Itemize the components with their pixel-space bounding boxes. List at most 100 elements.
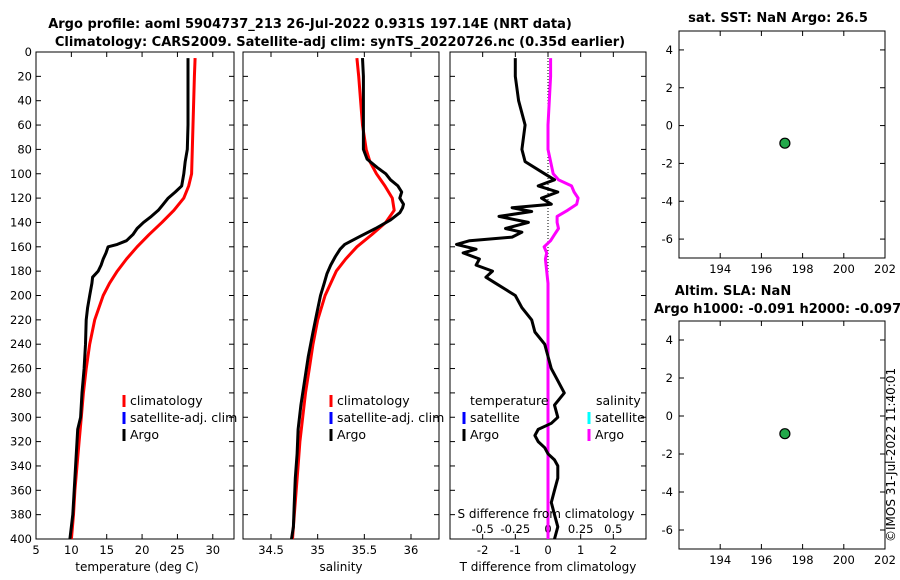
sla-panel-title-line1: Altim. SLA: NaN xyxy=(675,284,791,299)
sst-panel: -6 -4 -2 0 2 4 194 196 198 200 202 xyxy=(662,30,896,276)
y-tick-label: 40 xyxy=(17,94,32,108)
s-axis-tick-label: -0.5 xyxy=(471,522,493,536)
plot-frame xyxy=(35,51,235,540)
x-tick-label: 20 xyxy=(135,543,150,557)
y-tick-label: 200 xyxy=(10,289,32,303)
x-tick-label: -1 xyxy=(510,543,521,557)
x-tick-label: 2 xyxy=(610,543,617,557)
y-tick-label: 380 xyxy=(10,508,32,522)
x-tick-label: 198 xyxy=(792,553,814,567)
figure-title-line2: Climatology: CARS2009. Satellite-adj cli… xyxy=(55,35,625,50)
legend-argo-label: Argo xyxy=(337,427,366,442)
legend-satellite-label: satellite-adj. clim xyxy=(337,410,444,425)
y-tick-label: 400 xyxy=(10,532,32,546)
plot-frame xyxy=(678,30,886,259)
climatology-line xyxy=(69,58,197,540)
x-tick-label: 202 xyxy=(874,262,896,276)
salinity-panel: 34.5 35 35.5 36 xyxy=(242,51,440,557)
y-tick-label: 2 xyxy=(666,81,673,95)
y-tick-label: -6 xyxy=(662,523,673,537)
y-tick-label: 20 xyxy=(17,69,32,83)
x-tick-label: 5 xyxy=(32,543,39,557)
argo-line xyxy=(290,58,405,540)
x-tick-label: 200 xyxy=(833,262,855,276)
legend-salinity-title: salinity xyxy=(596,393,641,408)
y-tick-label: 160 xyxy=(10,240,32,254)
y-tick-label: 340 xyxy=(10,459,32,473)
salinity-argo-diff-line xyxy=(542,58,580,539)
temperature-legend: climatology satellite-adj. clim Argo xyxy=(122,393,237,442)
legend-temperature-argo-label: Argo xyxy=(470,427,499,442)
legend-climatology-label: climatology xyxy=(337,393,410,408)
legend-temperature-title: temperature xyxy=(470,393,549,408)
x-tick-label: -2 xyxy=(477,543,488,557)
y-tick-label: 220 xyxy=(10,313,32,327)
plot-frame xyxy=(678,320,886,550)
argo-line xyxy=(68,58,190,540)
y-tick-label: -4 xyxy=(662,485,673,499)
temperature-panel: 0 20 40 60 80 100 120 140 160 180 200 220 240 260 280 3… xyxy=(10,45,235,557)
x-tick-label: 30 xyxy=(205,543,220,557)
x-tick-label: 34.5 xyxy=(258,543,284,557)
x-tick-label: 25 xyxy=(170,543,185,557)
salinity-xlabel: salinity xyxy=(319,560,362,574)
plot-frame xyxy=(242,51,440,540)
y-tick-label: 240 xyxy=(10,337,32,351)
y-tick-label: 100 xyxy=(10,167,32,181)
argo-position-marker xyxy=(779,428,791,440)
x-tick-label: 35.5 xyxy=(352,543,378,557)
y-tick-label: 0 xyxy=(666,119,673,133)
x-tick-label: 36 xyxy=(404,543,419,557)
y-tick-label: 0 xyxy=(666,409,673,423)
y-tick-label: 360 xyxy=(10,483,32,497)
y-tick-label: 2 xyxy=(666,371,673,385)
x-tick-label: 1 xyxy=(577,543,584,557)
x-tick-label: 15 xyxy=(99,543,114,557)
salinity-legend: climatology satellite-adj. clim Argo xyxy=(329,393,444,442)
sst-panel-title: sat. SST: NaN Argo: 26.5 xyxy=(688,11,868,26)
y-tick-label: 80 xyxy=(17,142,32,156)
difference-xlabel: T difference from climatology xyxy=(459,560,637,574)
copyright-stamp: ©IMOS 31-Jul-2022 11:40:01 xyxy=(884,368,898,542)
x-tick-label: 194 xyxy=(709,553,731,567)
difference-panel: -2 -1 0 1 2-0.5 -0.25 0 0.25 0.5 xyxy=(449,51,647,557)
legend-salinity-argo-label: Argo xyxy=(595,427,624,442)
sla-panel: -6 -4 -2 0 2 4 194 196 198 200 202 xyxy=(662,320,896,567)
y-tick-label: 300 xyxy=(10,410,32,424)
temperature-xlabel: temperature (deg C) xyxy=(75,560,198,574)
legend-satellite-label: satellite-adj. clim xyxy=(130,410,237,425)
legend-salinity-satellite-label: satellite xyxy=(595,410,645,425)
difference-legend: temperature satellite Argo salinity sate… xyxy=(462,393,645,442)
y-tick-label: -6 xyxy=(662,232,673,246)
legend-temperature-satellite-label: satellite xyxy=(470,410,520,425)
y-tick-label: -4 xyxy=(662,194,673,208)
argo-position-marker xyxy=(779,137,791,149)
y-tick-label: 280 xyxy=(10,386,32,400)
y-tick-label: -2 xyxy=(662,156,673,170)
x-tick-label: 10 xyxy=(64,543,79,557)
x-tick-label: 35 xyxy=(310,543,325,557)
s-axis-tick-label: 0.5 xyxy=(604,522,622,536)
y-tick-label: 320 xyxy=(10,435,32,449)
x-tick-label: 0 xyxy=(544,543,551,557)
x-tick-label: 196 xyxy=(750,262,772,276)
figure-title-line1: Argo profile: aoml 5904737_213 26-Jul-20… xyxy=(48,17,572,32)
x-tick-label: 196 xyxy=(750,553,772,567)
y-tick-label: 4 xyxy=(666,333,673,347)
y-tick-label: 4 xyxy=(666,43,673,57)
x-tick-label: 200 xyxy=(833,553,855,567)
y-tick-label: 180 xyxy=(10,264,32,278)
y-tick-label: -2 xyxy=(662,447,673,461)
y-tick-label: 140 xyxy=(10,215,32,229)
s-axis-tick-label: 0.25 xyxy=(568,522,594,536)
legend-climatology-label: climatology xyxy=(130,393,203,408)
x-tick-label: 198 xyxy=(792,262,814,276)
x-tick-label: 202 xyxy=(874,553,896,567)
difference-top-axis-label: S difference from climatology xyxy=(458,507,635,521)
x-tick-label: 194 xyxy=(709,262,731,276)
s-axis-tick-label: -0.25 xyxy=(500,522,530,536)
temperature-argo-diff-line xyxy=(455,58,566,540)
y-tick-label: 60 xyxy=(17,118,32,132)
climatology-line xyxy=(291,57,396,540)
